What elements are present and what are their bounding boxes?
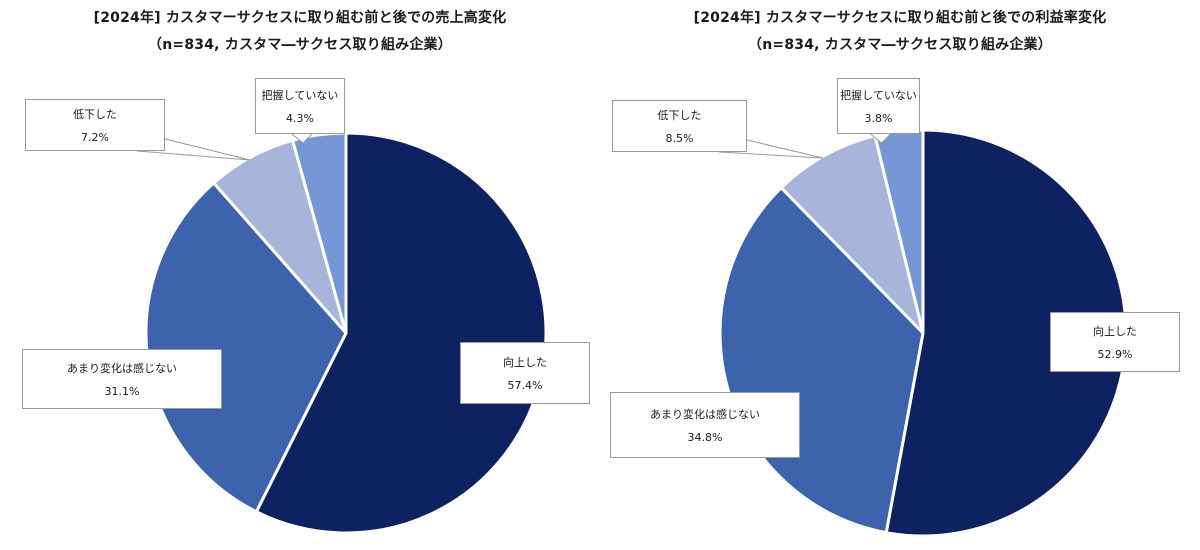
data-label-value: 4.3% <box>286 112 314 125</box>
data-label-unknown: 把握していない 4.3% <box>255 78 345 134</box>
chart-title: [2024年] カスタマーサクセスに取り組む前と後での売上高変化 <box>93 10 507 26</box>
data-label-value: 57.4% <box>507 379 543 392</box>
data-label-category: あまり変化は感じない <box>67 362 177 375</box>
data-label-decreased: 低下した 8.5% <box>612 100 747 152</box>
data-label-improved: 向上した 57.4% <box>460 342 590 404</box>
data-label-category: 向上した <box>1093 325 1137 338</box>
data-label-no-change: あまり変化は感じない 34.8% <box>610 392 800 458</box>
chart-subtitle: （n=834, カスタマ―サクセス取り組み企業） <box>148 37 452 53</box>
data-label-category: 低下した <box>657 109 702 122</box>
data-label-category: あまり変化は感じない <box>650 408 760 421</box>
data-label-category: 把握していない <box>261 89 339 102</box>
chart-title: [2024年] カスタマーサクセスに取り組む前と後での利益率変化 <box>693 10 1107 26</box>
data-label-decreased: 低下した 7.2% <box>25 99 165 151</box>
data-label-value: 7.2% <box>81 131 109 144</box>
pie-chart-profit-margin: [2024年] カスタマーサクセスに取り組む前と後での利益率変化 （n=834,… <box>600 0 1200 550</box>
data-label-value: 34.8% <box>687 431 723 444</box>
chart-subtitle: （n=834, カスタマ―サクセス取り組み企業） <box>748 37 1052 53</box>
data-label-value: 3.8% <box>864 112 893 125</box>
data-label-category: 把握していない <box>840 89 917 102</box>
pie-slice-unknown <box>291 131 348 335</box>
callout-leader-unknown <box>870 133 891 144</box>
data-label-category: 向上した <box>503 356 547 369</box>
data-label-value: 31.1% <box>104 385 140 398</box>
data-label-value: 8.5% <box>665 132 694 145</box>
data-label-improved: 向上した 52.9% <box>1050 312 1180 372</box>
pie-slice-decreased <box>779 134 925 335</box>
callout-leader-decreased <box>136 138 251 161</box>
data-label-value: 52.9% <box>1097 348 1133 361</box>
callout-leader-unknown <box>291 133 313 144</box>
data-label-unknown: 把握していない 3.8% <box>837 78 920 134</box>
data-label-category: 低下した <box>73 108 117 121</box>
pie-chart-sales: [2024年] カスタマーサクセスに取り組む前と後での売上高変化 （n=834,… <box>22 10 590 535</box>
data-label-no-change: あまり変化は感じない 31.1% <box>22 349 222 409</box>
